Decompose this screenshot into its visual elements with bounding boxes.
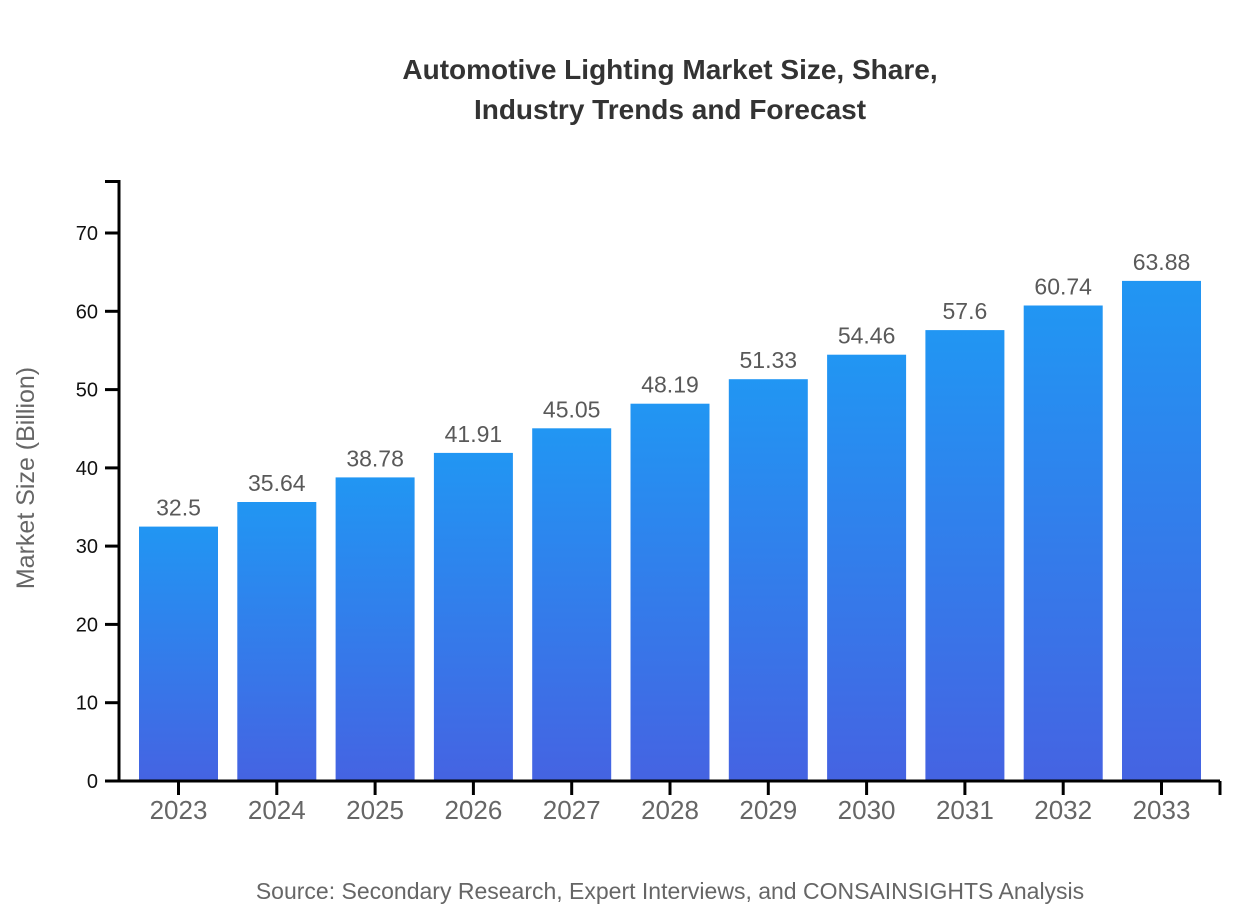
bar-2030: [827, 354, 907, 783]
x-tick-label-2028: 2028: [641, 795, 699, 825]
y-tick-label-30: 30: [76, 536, 98, 558]
x-tick-label-2032: 2032: [1034, 795, 1092, 825]
source-caption: Source: Secondary Research, Expert Inter…: [255, 878, 1085, 904]
bars: [139, 280, 1201, 783]
chart-title-line-1: Automotive Lighting Market Size, Share,: [402, 54, 938, 85]
value-label-2028: 48.19: [641, 372, 699, 398]
y-tick-label-10: 10: [76, 693, 98, 715]
y-tick-label-40: 40: [76, 458, 98, 480]
bar-2023: [139, 526, 218, 783]
x-tick-label-2024: 2024: [248, 795, 306, 825]
x-axis: 2023 2024 2025 2026 2027 2028 2029 2030 2031 2032…: [117, 779, 1222, 825]
chart-title-line-2: Industry Trends and Forecast: [473, 94, 867, 125]
bar-2026: [433, 452, 513, 783]
y-axis-title: Market Size (Billion): [12, 367, 40, 589]
value-label-2023: 32.5: [156, 495, 201, 521]
bar-2033: [1122, 280, 1201, 783]
value-label-2024: 35.64: [248, 470, 306, 496]
x-tick-label-2031: 2031: [936, 795, 994, 825]
bar-2025: [335, 477, 415, 783]
y-tick-label-0: 0: [87, 771, 98, 793]
value-labels: 32.5 35.64 38.78 41.91 45.05 48.19 51.33 54.46 5…: [156, 249, 1190, 521]
y-axis: 0 10 20 30 40 50 60 70: [76, 180, 121, 793]
value-label-2026: 41.91: [445, 421, 503, 447]
bar-2031: [925, 330, 1005, 783]
value-label-2031: 57.6: [943, 298, 988, 324]
value-label-2033: 63.88: [1133, 249, 1191, 275]
y-tick-label-20: 20: [76, 614, 98, 636]
x-tick-label-2025: 2025: [346, 795, 404, 825]
value-label-2027: 45.05: [543, 396, 601, 422]
bar-2024: [237, 502, 317, 783]
x-tick-label-2023: 2023: [150, 795, 208, 825]
x-tick-label-2027: 2027: [543, 795, 601, 825]
x-tick-label-2029: 2029: [739, 795, 797, 825]
chart-title: Automotive Lighting Market Size, Share, …: [80, 50, 1260, 130]
x-tick-label-2026: 2026: [444, 795, 502, 825]
bar-2029: [728, 379, 808, 783]
value-label-2025: 38.78: [346, 445, 404, 471]
value-label-2032: 60.74: [1034, 274, 1092, 300]
value-label-2029: 51.33: [740, 347, 798, 373]
bar-2032: [1023, 305, 1103, 783]
bar-2027: [532, 428, 612, 783]
x-tick-label-2030: 2030: [838, 795, 896, 825]
x-tick-label-2033: 2033: [1133, 795, 1191, 825]
y-tick-label-60: 60: [76, 301, 98, 323]
value-label-2030: 54.46: [838, 323, 896, 349]
y-tick-label-70: 70: [76, 223, 98, 245]
y-tick-label-50: 50: [76, 380, 98, 402]
bar-2028: [630, 403, 710, 783]
